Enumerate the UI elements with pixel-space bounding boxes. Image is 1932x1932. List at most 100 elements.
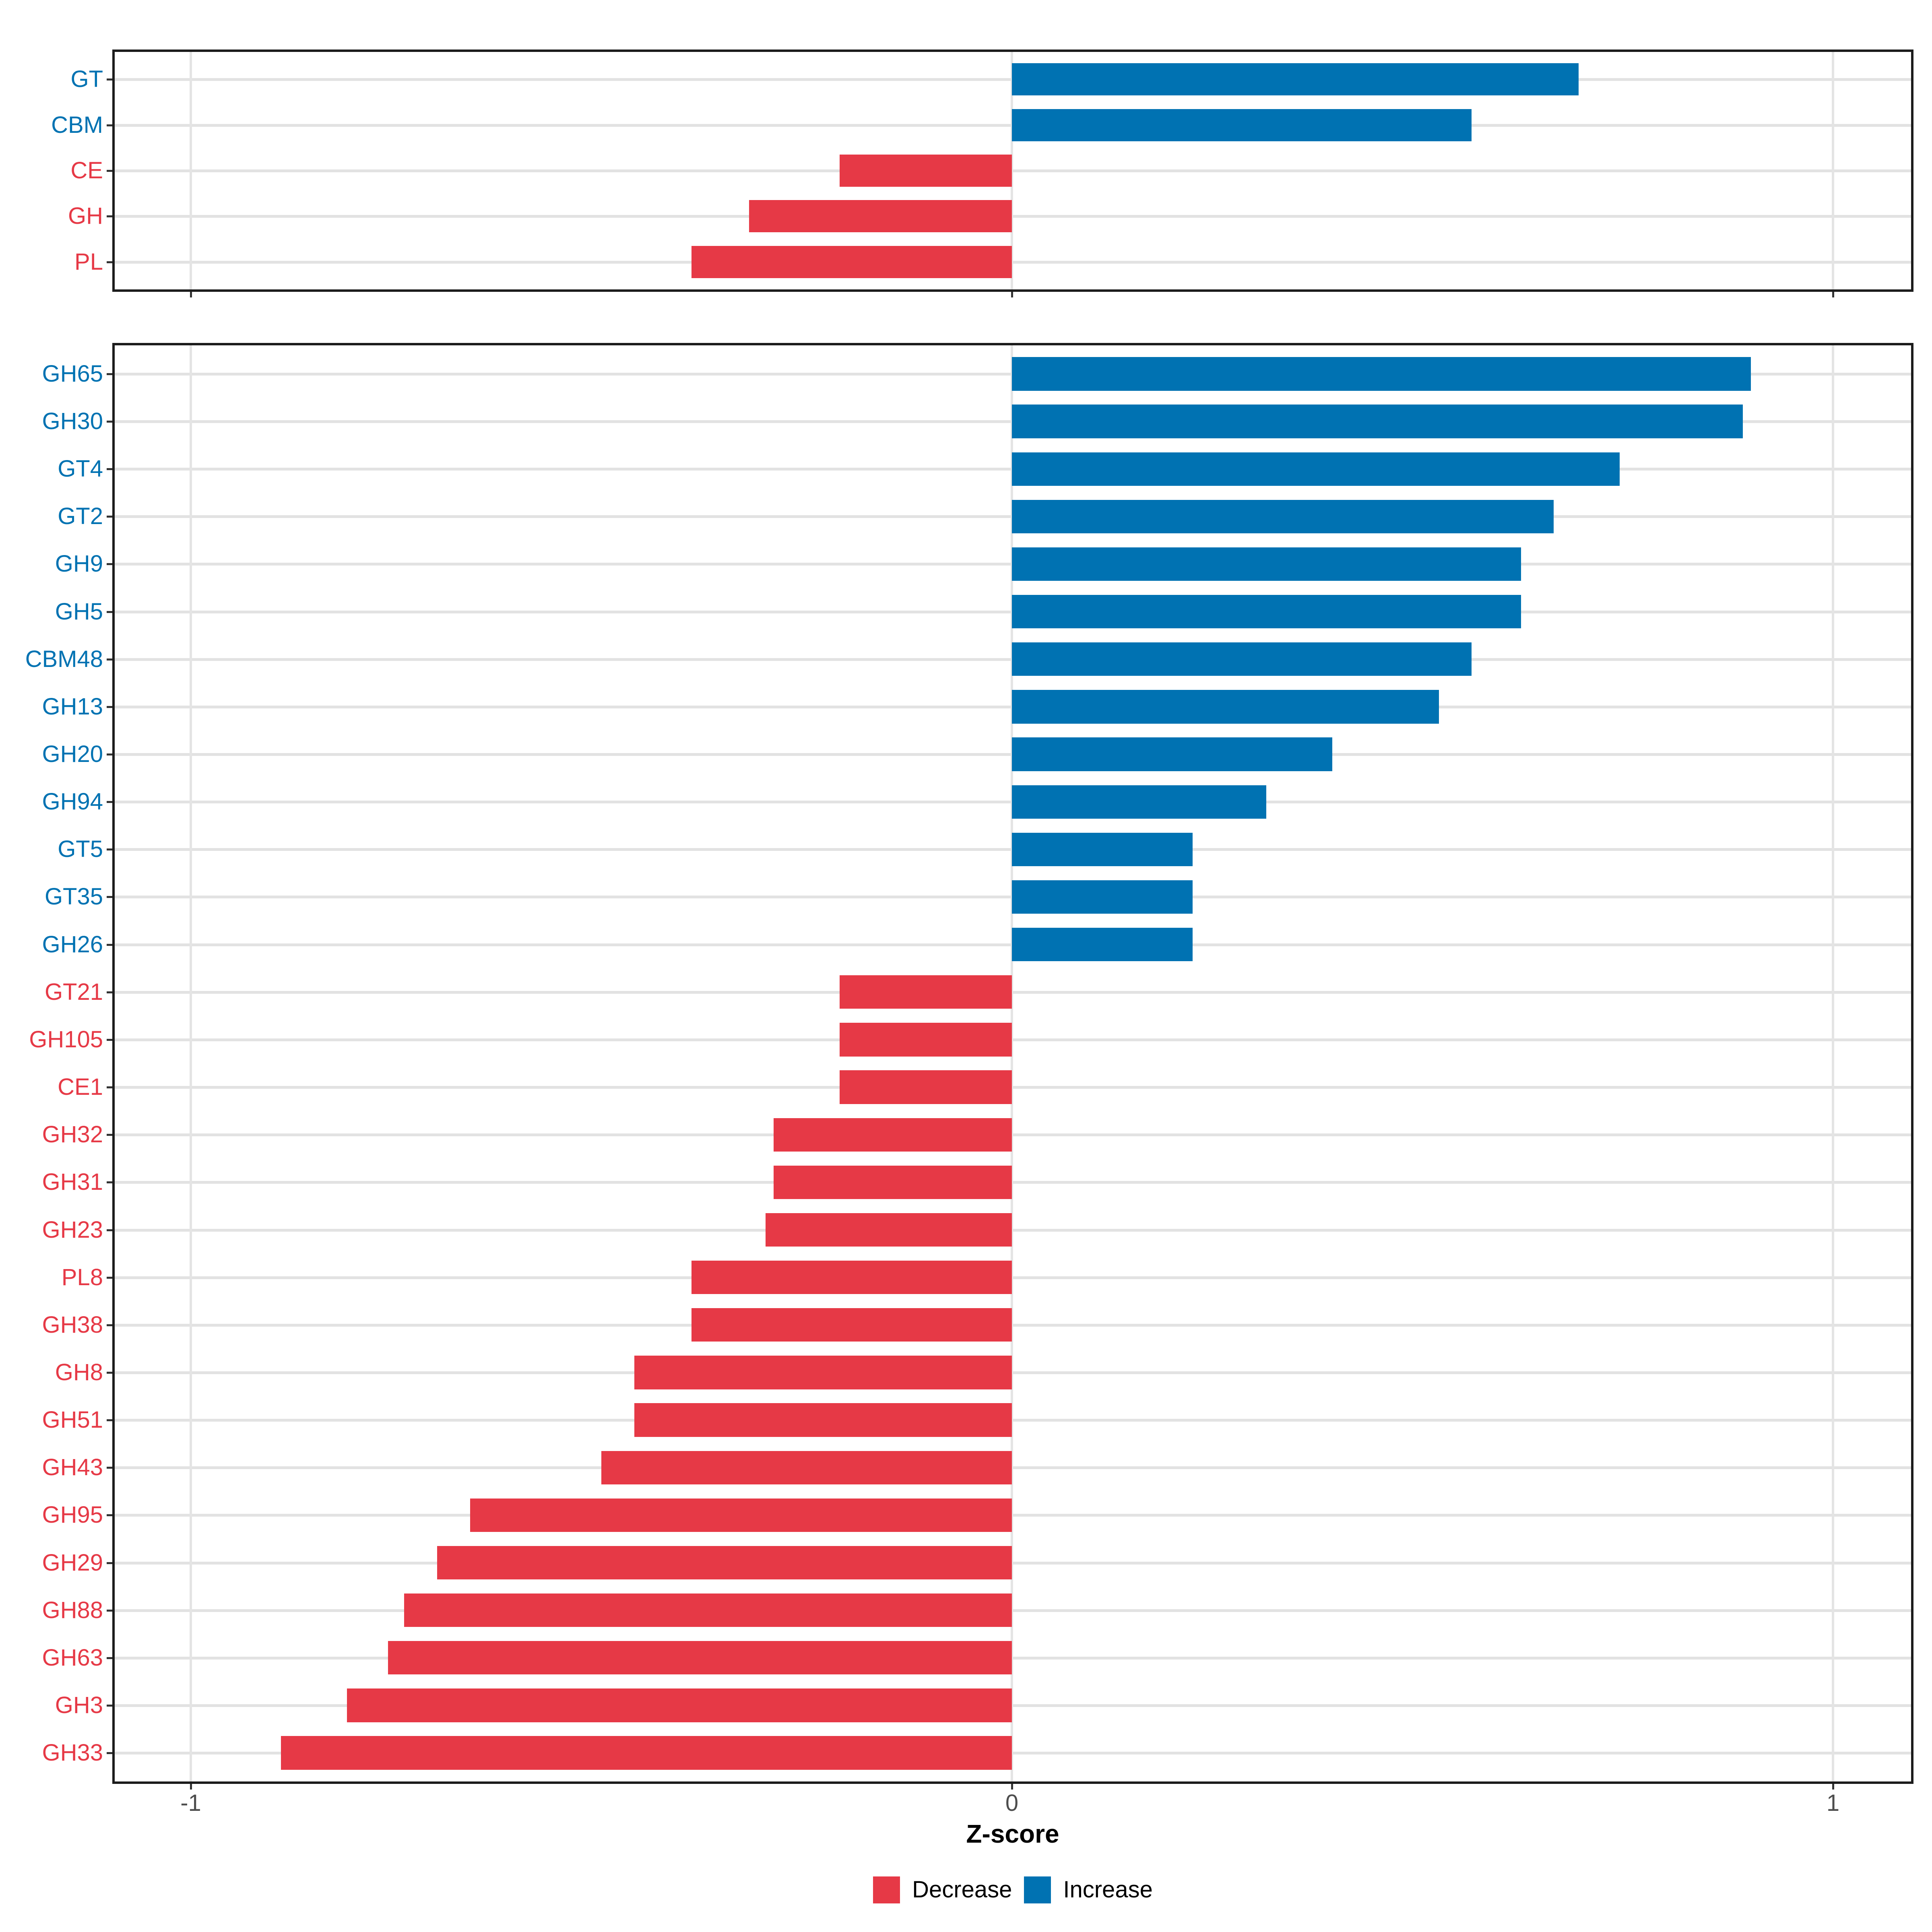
y-tick-mark — [107, 1229, 112, 1231]
x-axis-tick-labels: -1 0 1 — [115, 1792, 1911, 1820]
bar-CBM — [1012, 109, 1472, 141]
y-label-GH33: GH33 — [42, 1740, 103, 1766]
legend-key-decrease — [873, 1876, 900, 1903]
bar-GH3 — [347, 1688, 1012, 1722]
y-label-GH31: GH31 — [42, 1169, 103, 1195]
y-label-GH20: GH20 — [42, 741, 103, 768]
y-label-GH29: GH29 — [42, 1549, 103, 1576]
y-tick-mark — [107, 1134, 112, 1136]
y-tick-mark — [107, 991, 112, 993]
bar-GH30 — [1012, 405, 1743, 438]
y-tick-mark — [107, 611, 112, 613]
y-tick-mark — [107, 1514, 112, 1517]
bar-GH95 — [470, 1498, 1012, 1532]
y-label-PL8: PL8 — [61, 1264, 103, 1290]
bar-PL8 — [691, 1261, 1012, 1294]
bar-CE1 — [839, 1070, 1012, 1104]
x-tick-mark — [190, 292, 192, 297]
gridline-x — [1832, 52, 1834, 289]
y-label-GT4: GT4 — [58, 456, 103, 482]
y-label-GH51: GH51 — [42, 1407, 103, 1433]
legend-label-decrease: Decrease — [912, 1876, 1012, 1903]
y-tick-mark — [107, 943, 112, 946]
y-label-GH: GH — [68, 203, 103, 229]
y-tick-mark — [107, 1609, 112, 1612]
y-tick-mark — [107, 896, 112, 898]
y-tick-mark — [107, 1704, 112, 1707]
bar-GT — [1012, 63, 1579, 96]
legend-key-increase — [1024, 1876, 1051, 1903]
bar-GH88 — [404, 1593, 1012, 1627]
y-label-GH26: GH26 — [42, 931, 103, 958]
bar-GH23 — [766, 1213, 1012, 1247]
y-label-GT2: GT2 — [58, 503, 103, 530]
y-tick-mark — [107, 1324, 112, 1326]
x-tick-mark — [1832, 1784, 1834, 1790]
y-label-CE: CE — [70, 157, 103, 184]
y-label-GH38: GH38 — [42, 1311, 103, 1338]
y-label-GH65: GH65 — [42, 360, 103, 387]
bar-GH — [749, 200, 1012, 233]
y-tick-mark — [107, 1467, 112, 1469]
bar-PL — [691, 246, 1012, 278]
y-tick-mark — [107, 261, 112, 263]
y-label-GH88: GH88 — [42, 1597, 103, 1623]
bar-GH38 — [691, 1308, 1012, 1342]
bar-GH5 — [1012, 594, 1521, 629]
y-label-GH8: GH8 — [55, 1359, 103, 1385]
y-tick-mark — [107, 801, 112, 803]
bar-GH43 — [601, 1451, 1012, 1484]
y-tick-mark — [107, 1181, 112, 1184]
y-label-GH63: GH63 — [42, 1644, 103, 1671]
y-tick-mark — [107, 215, 112, 218]
y-label-CE1: CE1 — [58, 1074, 103, 1100]
y-tick-mark — [107, 1371, 112, 1374]
bar-CE — [839, 155, 1012, 187]
bar-GH20 — [1012, 737, 1332, 771]
y-label-PL: PL — [74, 248, 103, 275]
bar-GT35 — [1012, 880, 1193, 914]
bar-GH31 — [774, 1165, 1012, 1199]
bar-GH26 — [1012, 927, 1193, 962]
y-tick-mark — [107, 563, 112, 566]
y-label-GH30: GH30 — [42, 408, 103, 435]
y-label-GT35: GT35 — [44, 883, 103, 910]
bar-GT2 — [1012, 500, 1554, 533]
panel-cazyme-classes: GT CBM CE GH PL — [51, 50, 1913, 297]
x-tick-label-0: 0 — [1005, 1790, 1019, 1816]
y-label-GH23: GH23 — [42, 1216, 103, 1243]
y-label-GH95: GH95 — [42, 1502, 103, 1528]
y-label-GH9: GH9 — [55, 551, 103, 577]
bar-GH33 — [281, 1736, 1012, 1770]
panel-cazyme-families: GH65 GH30 GT4 GT2 GH9 GH5 CBM48 GH13 GH20 GH94 GT5… — [25, 343, 1913, 1790]
y-label-GH43: GH43 — [42, 1454, 103, 1481]
bar-GT4 — [1012, 452, 1620, 486]
bar-GT5 — [1012, 832, 1193, 866]
y-tick-mark — [107, 848, 112, 851]
gridline-x — [1832, 345, 1834, 1781]
bar-GH65 — [1012, 357, 1751, 391]
y-tick-mark — [107, 706, 112, 708]
y-tick-mark — [107, 1419, 112, 1422]
y-label-CBM: CBM — [51, 111, 103, 138]
y-tick-mark — [107, 78, 112, 81]
y-tick-mark — [107, 373, 112, 375]
x-tick-mark — [1011, 292, 1013, 297]
bar-GH29 — [437, 1546, 1012, 1580]
y-tick-mark — [107, 1657, 112, 1659]
bar-GH13 — [1012, 690, 1439, 724]
y-tick-mark — [107, 1276, 112, 1279]
x-axis-title: Z-score — [966, 1819, 1059, 1848]
bar-CBM48 — [1012, 642, 1472, 676]
bar-GH105 — [839, 1023, 1012, 1057]
gridline-x — [1011, 52, 1013, 289]
gridline-x — [1011, 345, 1013, 1781]
y-label-GH105: GH105 — [29, 1026, 103, 1053]
y-tick-mark — [107, 1038, 112, 1041]
y-label-GH94: GH94 — [42, 788, 103, 815]
y-label-GT5: GT5 — [58, 836, 103, 863]
gridline-x — [190, 52, 192, 289]
gridline-x — [190, 345, 192, 1781]
y-tick-mark — [107, 1086, 112, 1089]
